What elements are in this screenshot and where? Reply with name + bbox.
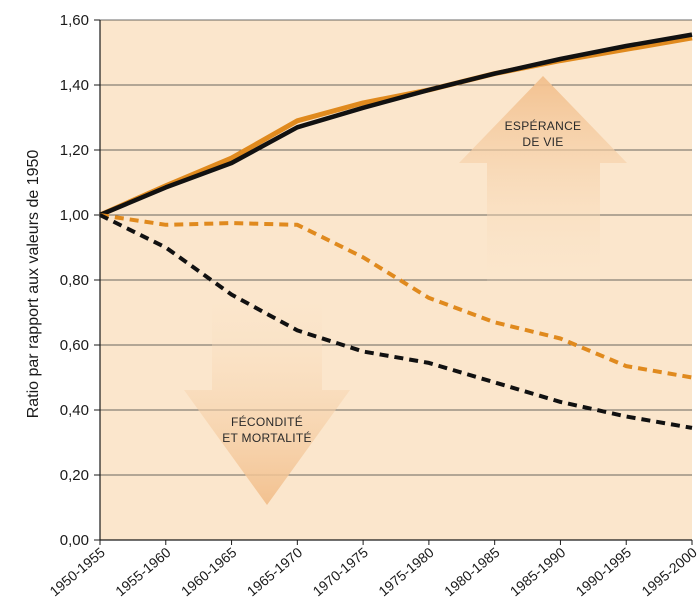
x-tick-label: 1995-2000 [638,544,700,599]
annotation-down-line2: ET MORTALITÉ [222,430,312,445]
x-tick-label: 1970-1975 [309,544,371,599]
y-axis-label: Ratio par rapport aux valeurs de 1950 [25,150,42,419]
x-tick-label: 1980-1985 [441,544,503,599]
x-tick-label: 1965-1970 [244,544,306,599]
y-tick-label: 1,40 [60,77,89,94]
annotation-up-line2: DE VIE [522,135,563,149]
series-line-1 [98,35,693,218]
x-tick-labels: 1950-1955 1955-1960 1960-1965 1965-1970 1970… [46,540,700,599]
y-tick-labels: 0,00 0,20 0,40 0,60 0,80 1,00 1,20 1,40 1,60 [60,12,89,549]
x-tick-label: 1960-1965 [178,544,240,599]
x-tick-label: 1990-1995 [573,544,635,599]
x-tick-label: 1975-1980 [375,544,437,599]
up-arrow-icon [459,76,627,282]
y-tick-label: 0,80 [60,272,89,289]
y-tick-label: 0,60 [60,337,89,354]
down-arrow-icon [184,294,350,505]
y-tick-label: 1,60 [60,12,89,29]
series-line-2 [99,32,693,218]
y-tick-label: 0,40 [60,402,89,419]
series-layer [98,32,693,430]
x-tick-label: 1985-1990 [507,544,569,599]
axes [99,20,692,541]
x-tick-label: 1950-1955 [46,544,108,599]
y-tick-label: 0,20 [60,467,89,484]
annotation-down-line1: FÉCONDITÉ [231,414,303,429]
y-tick-label: 1,00 [60,207,89,224]
y-tick-label: 1,20 [60,142,89,159]
series-line-4 [99,213,693,430]
y-tick-label: 0,00 [60,532,89,549]
annotation-up-line1: ESPÉRANCE [505,118,582,133]
x-tick-label: 1955-1960 [112,544,174,599]
